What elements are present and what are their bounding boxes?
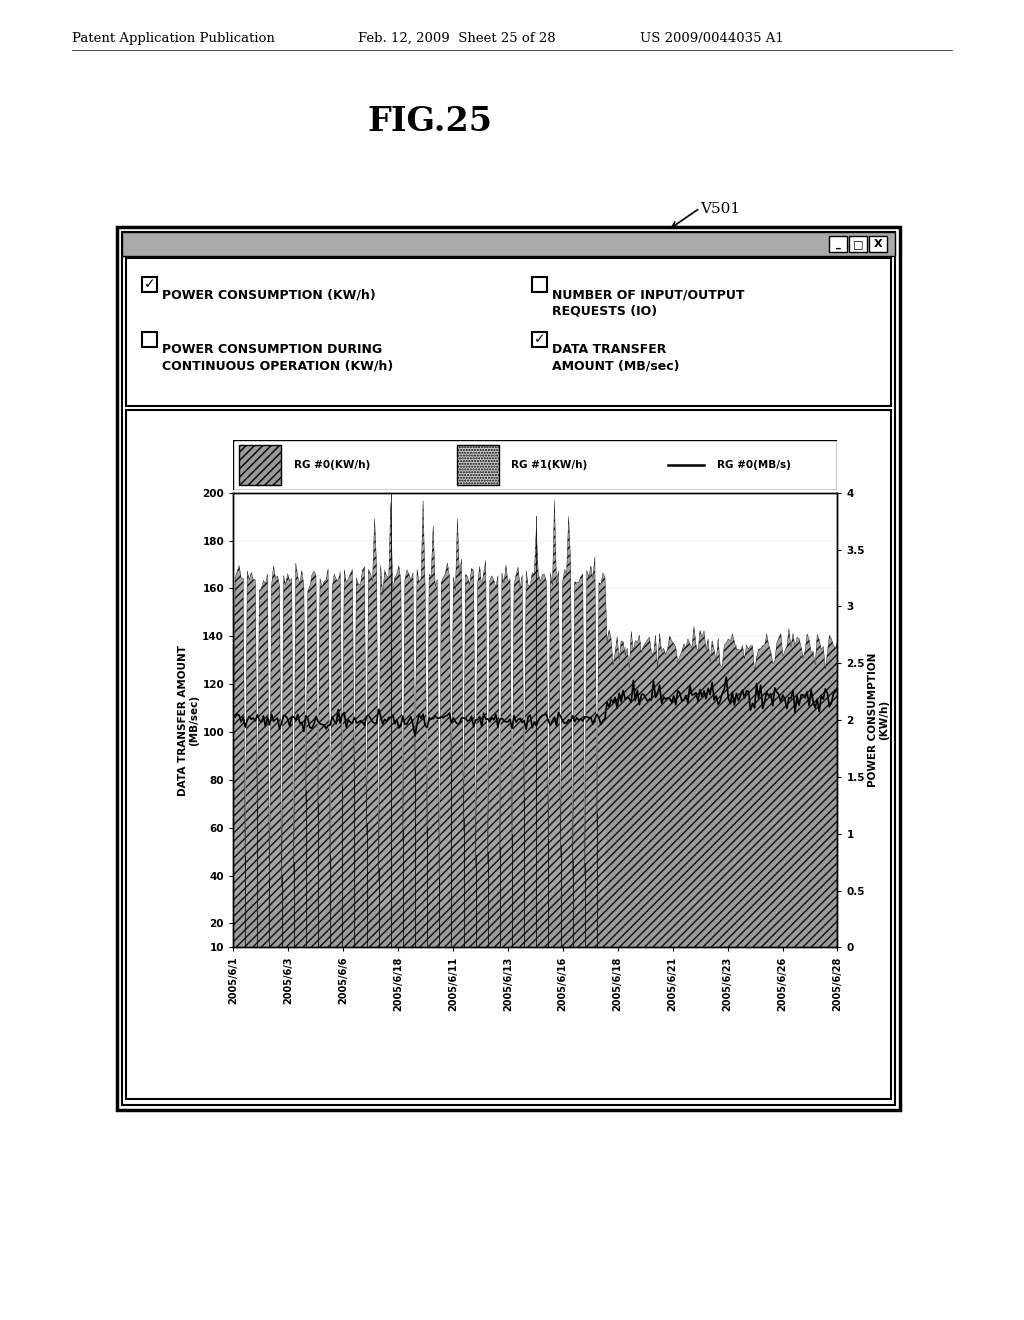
Text: _: _ [836,239,841,249]
Text: US 2009/0044035 A1: US 2009/0044035 A1 [640,32,783,45]
Bar [117,227,900,1110]
Bar [126,257,891,407]
Y-axis label: DATA TRANSFER AMOUNT
(MB/sec): DATA TRANSFER AMOUNT (MB/sec) [178,644,200,796]
Text: NUMBER OF INPUT/OUTPUT
REQUESTS (IO): NUMBER OF INPUT/OUTPUT REQUESTS (IO) [552,288,744,318]
Text: DATA TRANSFER
AMOUNT (MB/sec): DATA TRANSFER AMOUNT (MB/sec) [552,343,680,372]
Bar [142,277,157,292]
Bar [126,411,891,1100]
Bar [849,236,867,252]
Bar [122,232,895,1105]
Bar [869,236,887,252]
Text: FIG.25: FIG.25 [368,106,493,139]
Text: RG #1(KW/h): RG #1(KW/h) [511,459,588,470]
Bar [240,445,282,484]
Text: Feb. 12, 2009  Sheet 25 of 28: Feb. 12, 2009 Sheet 25 of 28 [358,32,556,45]
Text: RG #0(KW/h): RG #0(KW/h) [294,459,370,470]
Bar [532,333,547,347]
Text: □: □ [853,239,863,249]
Text: POWER CONSUMPTION DURING
CONTINUOUS OPERATION (KW/h): POWER CONSUMPTION DURING CONTINUOUS OPER… [162,343,393,372]
Bar [829,236,847,252]
Text: Patent Application Publication: Patent Application Publication [72,32,274,45]
Bar [122,232,895,256]
Text: ✓: ✓ [143,277,156,292]
Bar [142,333,157,347]
Text: POWER CONSUMPTION (KW/h): POWER CONSUMPTION (KW/h) [162,288,376,301]
Bar [457,445,499,484]
Text: V501: V501 [700,202,740,216]
Text: ✓: ✓ [534,333,546,346]
Text: RG #0(MB/s): RG #0(MB/s) [717,459,791,470]
Text: X: X [873,239,883,249]
Y-axis label: POWER CONSUMPTION
(KW/h): POWER CONSUMPTION (KW/h) [867,653,890,787]
Bar [532,277,547,292]
Bar [122,232,895,256]
